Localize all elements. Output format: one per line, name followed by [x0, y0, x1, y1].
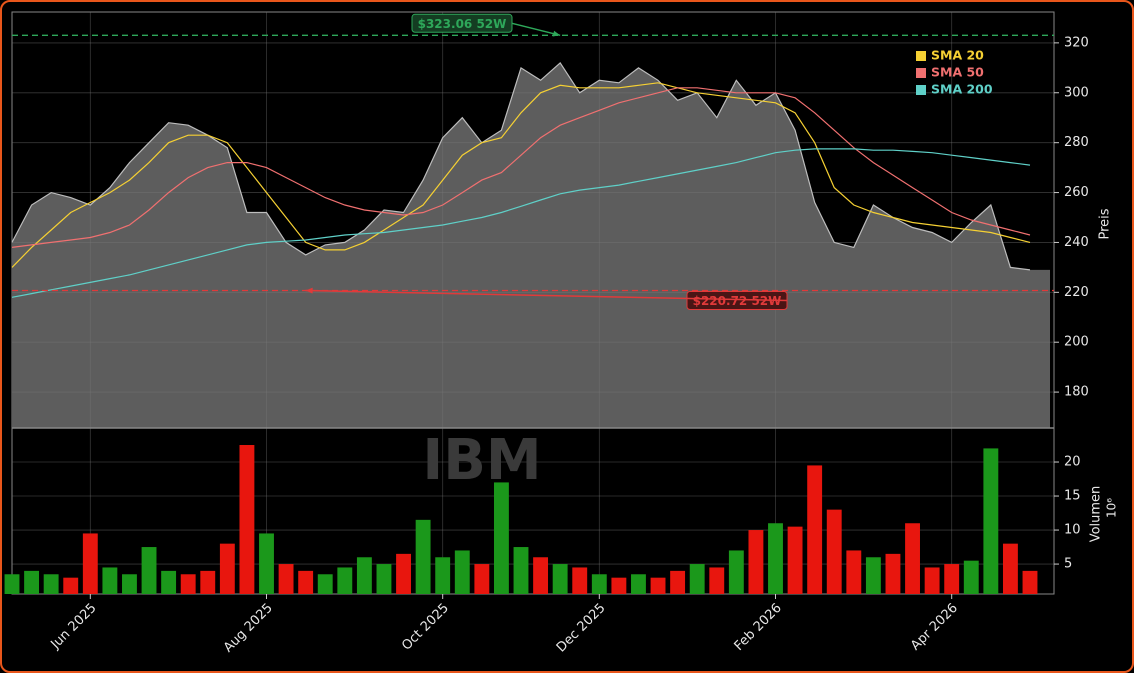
volume-bar: [572, 567, 588, 594]
volume-bar: [728, 550, 744, 594]
volume-bar: [689, 564, 705, 594]
volume-bar: [180, 574, 196, 594]
volume-bar: [826, 509, 842, 594]
volume-bar: [239, 445, 255, 594]
volume-bar: [650, 577, 666, 594]
volume-bar: [161, 570, 177, 594]
y-axis-label: Preis: [1098, 208, 1113, 239]
y-tick-label: 260: [1064, 185, 1089, 200]
y-tick-label: 20: [1064, 455, 1081, 470]
volume-bar: [591, 574, 607, 594]
volume-bar: [122, 574, 137, 594]
volume-bar: [1002, 543, 1018, 594]
volume-bar: [846, 550, 862, 594]
volume-bar: [807, 465, 823, 594]
x-tick-label: Oct 2025: [399, 601, 452, 654]
x-tick-label: Aug 2025: [221, 601, 276, 656]
watermark: IBM: [422, 428, 541, 493]
volume-bar: [63, 577, 79, 594]
annotation-arrow: [305, 289, 788, 302]
volume-bar: [102, 567, 118, 594]
volume-bar: [278, 564, 294, 594]
volume-bar: [4, 574, 20, 594]
volume-bar: [415, 519, 431, 594]
volume-bar: [748, 530, 764, 594]
volume-bar: [533, 557, 549, 594]
volume-bar: [317, 574, 333, 594]
annotation-arrow: [511, 22, 561, 37]
x-tick-label: Feb 2026: [732, 601, 785, 654]
y-tick-label: 280: [1064, 135, 1089, 150]
x-tick-label: Apr 2026: [908, 601, 961, 654]
volume-bar: [611, 577, 627, 594]
x-tick-label: Dec 2025: [554, 601, 609, 656]
volume-bar: [43, 574, 59, 594]
volume-bar: [259, 533, 274, 594]
sma-line: [11, 148, 1031, 298]
annotation-arrowhead: [552, 30, 561, 37]
volume-bar: [885, 553, 901, 594]
volume-bar: [1022, 570, 1038, 594]
volume-bar: [24, 570, 40, 594]
y-tick-label: 220: [1064, 285, 1089, 300]
y-tick-label: 300: [1064, 85, 1089, 100]
volume-bar: [963, 560, 979, 594]
y-axis-unit: 10⁶: [1105, 498, 1119, 518]
legend-label: SMA 50: [931, 65, 984, 80]
y-tick-label: 320: [1064, 35, 1089, 50]
legend-swatch: [916, 68, 926, 78]
volume-bar: [768, 523, 783, 594]
volume-bar: [905, 523, 920, 594]
volume-bar: [670, 570, 686, 594]
volume-bar: [944, 564, 960, 594]
legend-swatch: [916, 85, 926, 95]
volume-bar: [454, 550, 470, 594]
y-axis-label: Volumen: [1089, 486, 1104, 543]
volume-bar: [631, 574, 646, 594]
legend-label: SMA 200: [931, 82, 993, 97]
volume-bar: [513, 547, 529, 594]
annotation-label: $323.06 52W: [418, 17, 507, 31]
volume-bar: [219, 543, 235, 594]
volume-bar: [709, 567, 725, 594]
volume-bar: [435, 557, 451, 594]
volume-bar: [924, 567, 940, 594]
volume-bar: [376, 564, 392, 594]
volume-bar: [552, 564, 568, 594]
y-tick-label: 15: [1064, 489, 1081, 504]
y-tick-label: 180: [1064, 385, 1089, 400]
legend-swatch: [916, 51, 926, 61]
annotation-label: $220.72 52W: [693, 294, 782, 308]
volume-bar: [493, 482, 509, 594]
legend-label: SMA 20: [931, 48, 984, 63]
y-tick-label: 10: [1064, 523, 1081, 538]
volume-bar: [474, 564, 490, 594]
volume-bar: [337, 567, 353, 594]
y-tick-label: 200: [1064, 335, 1089, 350]
volume-bar: [787, 526, 803, 594]
x-tick-label: Jun 2025: [48, 601, 100, 653]
y-tick-label: 5: [1064, 557, 1072, 572]
volume-bar: [356, 557, 372, 594]
volume-bar: [865, 557, 881, 594]
volume-bar: [396, 553, 411, 594]
volume-bar: [298, 570, 314, 594]
volume-bar: [200, 570, 216, 594]
price-line: [11, 61, 1031, 271]
volume-bar: [82, 533, 98, 594]
y-tick-label: 240: [1064, 235, 1089, 250]
volume-bar: [983, 448, 999, 594]
annotation-arrowhead: [305, 287, 313, 294]
sma-line: [11, 82, 1031, 268]
volume-bar: [141, 547, 157, 594]
price-area-fill: [12, 62, 1050, 429]
sma-line: [11, 87, 1031, 248]
